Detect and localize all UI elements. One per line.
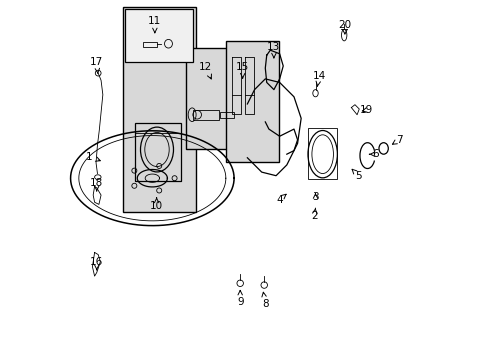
Text: 6: 6	[368, 149, 378, 159]
Bar	[123, 7, 195, 212]
Text: 7: 7	[392, 135, 402, 145]
Bar	[143, 41, 157, 46]
Text: 18: 18	[90, 178, 103, 191]
Bar	[192, 110, 219, 120]
Text: 12: 12	[199, 62, 212, 79]
Bar	[220, 112, 234, 118]
Text: 10: 10	[150, 198, 163, 211]
Text: 16: 16	[90, 257, 103, 270]
Text: 2: 2	[310, 208, 317, 221]
Text: 15: 15	[236, 62, 249, 78]
Text: 11: 11	[148, 17, 161, 33]
Text: 13: 13	[267, 42, 280, 58]
Text: 8: 8	[262, 292, 268, 309]
Bar	[185, 48, 242, 149]
Text: 3: 3	[311, 192, 318, 202]
Text: 9: 9	[236, 291, 243, 307]
Bar	[125, 9, 192, 62]
Bar	[135, 123, 180, 181]
Bar	[308, 129, 336, 179]
Text: 5: 5	[351, 169, 361, 181]
Text: 17: 17	[90, 57, 103, 73]
Text: 19: 19	[359, 105, 372, 115]
Text: 1: 1	[86, 152, 100, 162]
Text: 14: 14	[312, 71, 325, 86]
Bar	[225, 41, 278, 162]
Text: 4: 4	[276, 194, 285, 205]
Text: 20: 20	[338, 20, 351, 34]
